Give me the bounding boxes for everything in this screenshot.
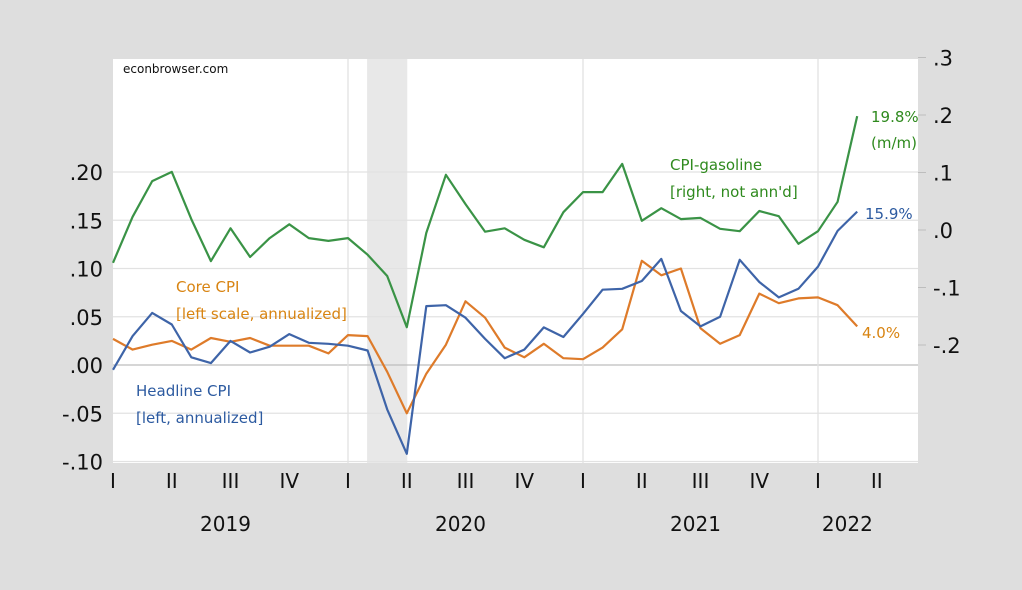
quarter-label: III — [457, 469, 475, 493]
left-tick-label: .10 — [70, 258, 103, 282]
gasoline-end-label: (m/m) — [871, 134, 917, 152]
left-tick-label: .20 — [70, 161, 103, 185]
series-line-cpi-gasoline — [111, 115, 859, 329]
left-tick-label: -.05 — [62, 402, 103, 426]
core-end-label: 4.0% — [862, 324, 900, 342]
core-series-label: Core CPI — [176, 278, 239, 296]
left-tick-label: .00 — [70, 354, 103, 378]
headline-series-label: Headline CPI — [136, 382, 231, 400]
series-line-headline-cpi — [112, 210, 858, 455]
right-tick-label: .0 — [933, 219, 953, 243]
quarter-label: I — [110, 469, 116, 493]
quarter-label: IV — [749, 469, 769, 493]
quarter-label: I — [815, 469, 821, 493]
year-label: 2022 — [822, 512, 873, 536]
watermark: econbrowser.com — [123, 62, 228, 76]
quarter-label: IV — [514, 469, 534, 493]
quarter-label: III — [222, 469, 240, 493]
year-label: 2019 — [200, 512, 251, 536]
right-tick-label: .1 — [933, 162, 953, 186]
quarter-label: II — [871, 469, 883, 493]
quarter-label: III — [692, 469, 710, 493]
left-tick-label: .15 — [70, 209, 103, 233]
plot-area — [113, 59, 918, 463]
quarter-label: I — [345, 469, 351, 493]
series-line-core-cpi — [112, 259, 859, 415]
gasoline-end-label: 19.8% — [871, 108, 919, 126]
core-series-label: [left scale, annualized] — [176, 305, 347, 323]
quarter-label: IV — [279, 469, 299, 493]
quarter-label: I — [580, 469, 586, 493]
headline-end-label: 15.9% — [865, 205, 913, 223]
quarter-label: II — [166, 469, 178, 493]
gasoline-series-label: CPI-gasoline — [670, 156, 762, 174]
year-label: 2020 — [435, 512, 486, 536]
right-tick-label: -.2 — [933, 334, 961, 358]
quarter-label: II — [636, 469, 648, 493]
headline-series-label: [left, annualized] — [136, 409, 263, 427]
right-tick-label: .3 — [933, 47, 953, 71]
left-tick-label: .05 — [70, 306, 103, 330]
right-tick-label: -.1 — [933, 277, 961, 301]
gasoline-series-label: [right, not ann'd] — [670, 183, 798, 201]
left-tick-label: -.10 — [62, 451, 103, 475]
quarter-label: II — [401, 469, 413, 493]
year-label: 2021 — [670, 512, 721, 536]
right-tick-label: .2 — [933, 104, 953, 128]
